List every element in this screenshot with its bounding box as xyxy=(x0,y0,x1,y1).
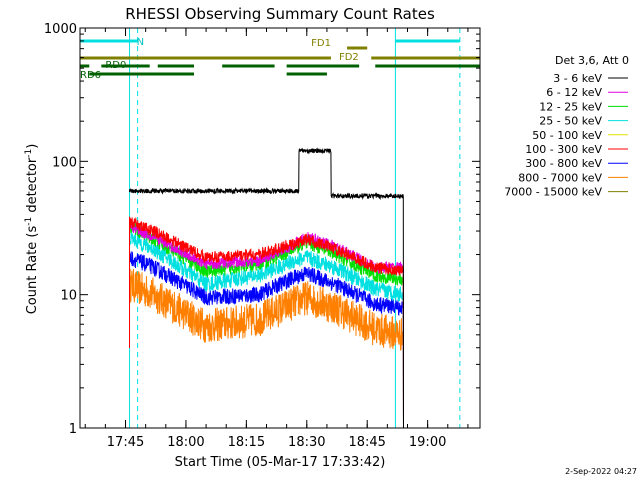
plot-area: N FD1 FD2 RD0 RD6 1 10 100 1000 17:45 18:00 18:15 18… xyxy=(44,22,481,450)
x-tick-label: 18:15 xyxy=(228,435,265,450)
x-axis-label: Start Time (05-Mar-17 17:33:42) xyxy=(175,455,386,470)
y-tick-label: 100 xyxy=(52,155,77,170)
legend-label: 800 - 7000 keV xyxy=(518,171,602,184)
y-label-sup1: -1 xyxy=(24,217,34,226)
x-tick-label: 19:00 xyxy=(409,435,446,450)
legend-label: 300 - 800 keV xyxy=(525,157,602,170)
y-tick-label: 10 xyxy=(60,289,77,304)
x-tick-label: 18:45 xyxy=(348,435,385,450)
x-tick-label: 17:45 xyxy=(107,435,144,450)
legend-label: 25 - 50 keV xyxy=(539,115,602,128)
y-axis-label: Count Rate (s-1 detector-1) xyxy=(24,144,40,315)
trace-3-6-kev xyxy=(129,147,404,429)
legend-label: 100 - 300 keV xyxy=(525,143,602,156)
legend-label: 7000 - 15000 keV xyxy=(504,186,602,199)
x-tick-label: 18:00 xyxy=(167,435,204,450)
status-bar-label-fd2: FD2 xyxy=(339,52,359,63)
trace-25-50-kev xyxy=(129,230,404,429)
legend-header: Det 3,6, Att 0 xyxy=(555,54,629,67)
status-bar-label-fd1: FD1 xyxy=(311,38,331,49)
y-label-main: Count Rate (s xyxy=(25,226,40,315)
y-label-sup2: -1 xyxy=(24,149,34,158)
y-label-mid: detector xyxy=(25,157,40,217)
legend-label: 3 - 6 keV xyxy=(553,72,602,85)
trace-800-7000-kev xyxy=(129,268,404,429)
y-label-end: ) xyxy=(25,144,40,149)
status-bar-label-n: N xyxy=(137,37,144,48)
legend-label: 6 - 12 keV xyxy=(546,86,602,99)
chart-title: RHESSI Observing Summary Count Rates xyxy=(125,5,435,23)
x-tick-label: 18:30 xyxy=(288,435,325,450)
y-tick-label: 1000 xyxy=(44,22,77,37)
trace-300-800-kev xyxy=(129,251,404,429)
trace-100-300-kev xyxy=(129,216,404,429)
y-tick-label: 1 xyxy=(69,422,77,437)
plot-frame xyxy=(79,27,481,429)
status-bar-label-rd0: RD0 xyxy=(105,60,126,71)
status-bar-label-rd6: RD6 xyxy=(80,70,101,81)
footer-date: 2-Sep-2022 04:27 xyxy=(565,467,637,476)
legend-label: 50 - 100 keV xyxy=(532,129,602,142)
legend-label: 12 - 25 keV xyxy=(539,100,602,113)
